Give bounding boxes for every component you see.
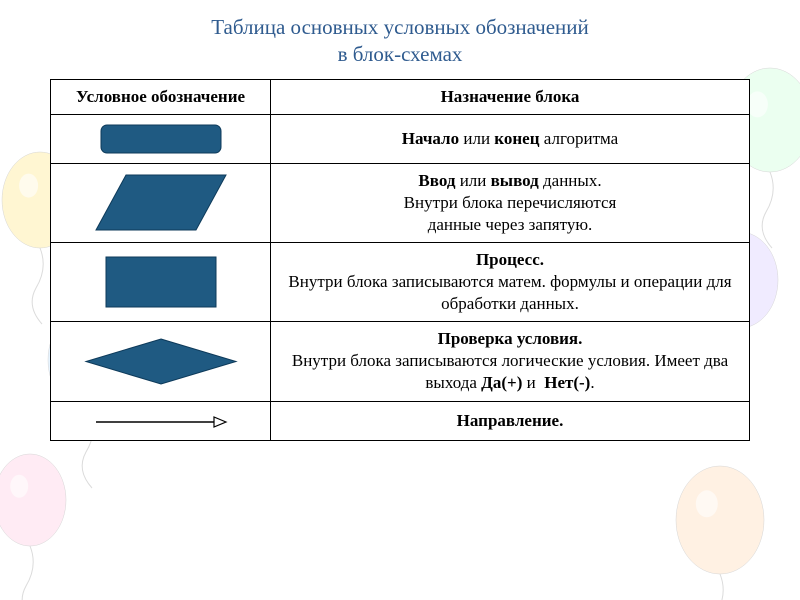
table-row: Процесс.Внутри блока записываются матем.…: [51, 242, 750, 321]
diamond-description: Проверка условия.Внутри блока записывают…: [271, 322, 750, 401]
arrow-icon: [94, 411, 228, 430]
rectangle-icon: [104, 271, 218, 290]
parallelogram-shape-cell: [51, 163, 271, 242]
table-row: Начало или конец алгоритма: [51, 114, 750, 163]
terminator-shape-cell: [51, 114, 271, 163]
terminator-description: Начало или конец алгоритма: [271, 114, 750, 163]
rectangle-description: Процесс.Внутри блока записываются матем.…: [271, 242, 750, 321]
table-row: Направление.: [51, 401, 750, 440]
table-header-row: Условное обозначение Назначение блока: [51, 79, 750, 114]
terminator-icon: [99, 128, 223, 147]
diamond-shape-cell: [51, 322, 271, 401]
parallelogram-icon: [94, 192, 228, 211]
arrow-description: Направление.: [271, 401, 750, 440]
table-row: Ввод или вывод данных.Внутри блока переч…: [51, 163, 750, 242]
title-line-1: Таблица основных условных обозначений: [211, 15, 589, 39]
header-symbol: Условное обозначение: [51, 79, 271, 114]
slide-content: Таблица основных условных обозначений в …: [0, 0, 800, 441]
parallelogram-description: Ввод или вывод данных.Внутри блока переч…: [271, 163, 750, 242]
diamond-icon: [84, 350, 238, 369]
rectangle-shape-cell: [51, 242, 271, 321]
header-purpose: Назначение блока: [271, 79, 750, 114]
slide-title: Таблица основных условных обозначений в …: [50, 14, 750, 69]
title-line-2: в блок-схемах: [338, 42, 463, 66]
table-row: Проверка условия.Внутри блока записывают…: [51, 322, 750, 401]
symbols-table: Условное обозначение Назначение блока На…: [50, 79, 750, 441]
arrow-shape-cell: [51, 401, 271, 440]
